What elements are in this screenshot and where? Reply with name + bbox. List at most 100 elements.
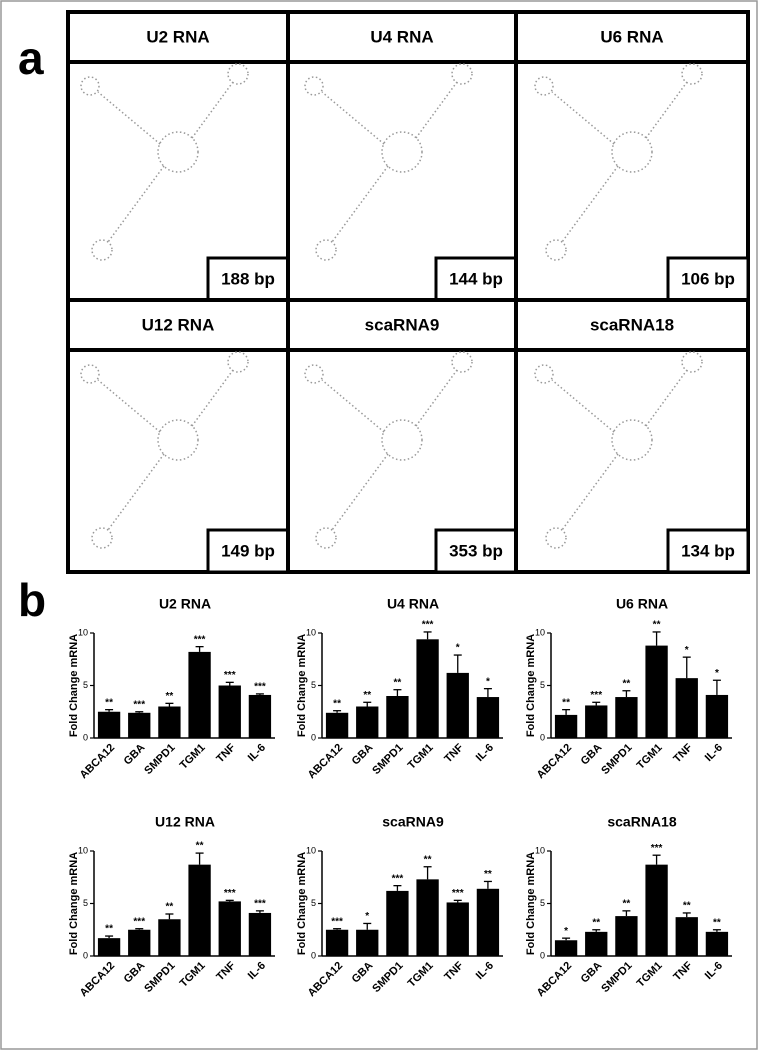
y-tick-label: 0 bbox=[311, 732, 316, 742]
significance: ** bbox=[166, 691, 174, 702]
rna-loop bbox=[315, 239, 337, 261]
bar bbox=[585, 705, 608, 738]
y-axis-label: Fold Change mRNA bbox=[525, 852, 537, 955]
chart-title: U6 RNA bbox=[616, 596, 668, 612]
rna-loop bbox=[611, 419, 653, 461]
significance: ** bbox=[363, 690, 371, 701]
significance: *** bbox=[392, 873, 404, 884]
chart-title: scaRNA9 bbox=[382, 814, 444, 830]
size-label: 188 bp bbox=[221, 269, 275, 288]
y-tick-label: 10 bbox=[78, 845, 88, 855]
rna-loop bbox=[534, 364, 554, 384]
significance: * bbox=[564, 926, 568, 937]
rna-loop bbox=[91, 239, 113, 261]
size-label: 106 bp bbox=[681, 269, 735, 288]
significance: ** bbox=[166, 902, 174, 913]
significance: *** bbox=[254, 898, 266, 909]
size-box bbox=[434, 528, 518, 574]
bar bbox=[97, 711, 121, 738]
chart-title: scaRNA18 bbox=[607, 814, 676, 830]
bar bbox=[416, 639, 439, 738]
bar bbox=[325, 712, 349, 738]
bar bbox=[248, 694, 272, 738]
panel-label: a bbox=[18, 32, 44, 84]
bar bbox=[158, 919, 181, 956]
y-tick-label: 5 bbox=[83, 680, 88, 690]
rna-loop bbox=[611, 131, 653, 173]
significance: ** bbox=[592, 917, 600, 928]
bar bbox=[218, 685, 241, 738]
y-axis-label: Fold Change mRNA bbox=[68, 852, 80, 955]
tile-title: U12 RNA bbox=[142, 315, 215, 334]
y-tick-label: 0 bbox=[83, 950, 88, 960]
significance: ** bbox=[196, 841, 204, 852]
significance: *** bbox=[452, 888, 464, 899]
significance: *** bbox=[133, 699, 145, 710]
y-axis-label: Fold Change mRNA bbox=[296, 852, 308, 955]
y-tick-label: 0 bbox=[540, 950, 545, 960]
significance: * bbox=[685, 645, 689, 656]
bar bbox=[97, 938, 121, 956]
y-tick-label: 5 bbox=[311, 898, 316, 908]
rna-stem bbox=[97, 91, 161, 145]
significance: *** bbox=[194, 634, 206, 645]
rna-loop bbox=[545, 527, 567, 549]
significance: ** bbox=[394, 677, 402, 688]
bar bbox=[128, 929, 151, 956]
significance: *** bbox=[331, 916, 343, 927]
bar bbox=[615, 916, 638, 956]
chart-title: U4 RNA bbox=[387, 596, 439, 612]
size-box bbox=[666, 528, 750, 574]
bar bbox=[386, 696, 409, 738]
significance: *** bbox=[254, 682, 266, 693]
rna-loop bbox=[80, 76, 100, 96]
rna-loop bbox=[315, 527, 337, 549]
significance: *** bbox=[224, 670, 236, 681]
bar bbox=[416, 879, 439, 956]
significance: ** bbox=[623, 898, 631, 909]
y-axis-label: Fold Change mRNA bbox=[296, 634, 308, 737]
significance: * bbox=[365, 911, 369, 922]
significance: *** bbox=[422, 620, 434, 631]
size-label: 149 bp bbox=[221, 541, 275, 560]
significance: * bbox=[456, 643, 460, 654]
bar bbox=[476, 888, 500, 956]
y-tick-label: 0 bbox=[540, 732, 545, 742]
rna-loop bbox=[681, 63, 703, 85]
significance: ** bbox=[653, 620, 661, 631]
significance: ** bbox=[683, 901, 691, 912]
y-tick-label: 0 bbox=[311, 950, 316, 960]
chart-title: U2 RNA bbox=[159, 596, 211, 612]
bar bbox=[675, 917, 698, 956]
rna-loop bbox=[80, 364, 100, 384]
significance: *** bbox=[651, 843, 663, 854]
bar bbox=[585, 931, 608, 956]
rna-loop bbox=[451, 63, 473, 85]
rna-stem bbox=[321, 91, 385, 145]
y-tick-label: 5 bbox=[540, 680, 545, 690]
y-axis-label: Fold Change mRNA bbox=[68, 634, 80, 737]
y-tick-label: 10 bbox=[535, 845, 545, 855]
y-tick-label: 5 bbox=[540, 898, 545, 908]
rna-loop bbox=[545, 239, 567, 261]
tile-title: U6 RNA bbox=[600, 27, 663, 46]
bar bbox=[325, 929, 349, 956]
bar bbox=[248, 912, 272, 956]
significance: ** bbox=[623, 678, 631, 689]
significance: * bbox=[715, 668, 719, 679]
bar bbox=[218, 901, 241, 956]
panel-label: b bbox=[18, 574, 46, 626]
significance: ** bbox=[105, 924, 113, 935]
rna-stem bbox=[551, 91, 615, 145]
bar bbox=[446, 672, 469, 738]
y-tick-label: 10 bbox=[306, 845, 316, 855]
y-tick-label: 10 bbox=[306, 627, 316, 637]
bar bbox=[446, 902, 469, 956]
rna-loop bbox=[157, 419, 199, 461]
bar bbox=[158, 706, 181, 738]
rna-loop bbox=[91, 527, 113, 549]
significance: ** bbox=[562, 697, 570, 708]
rna-loop bbox=[227, 351, 249, 373]
